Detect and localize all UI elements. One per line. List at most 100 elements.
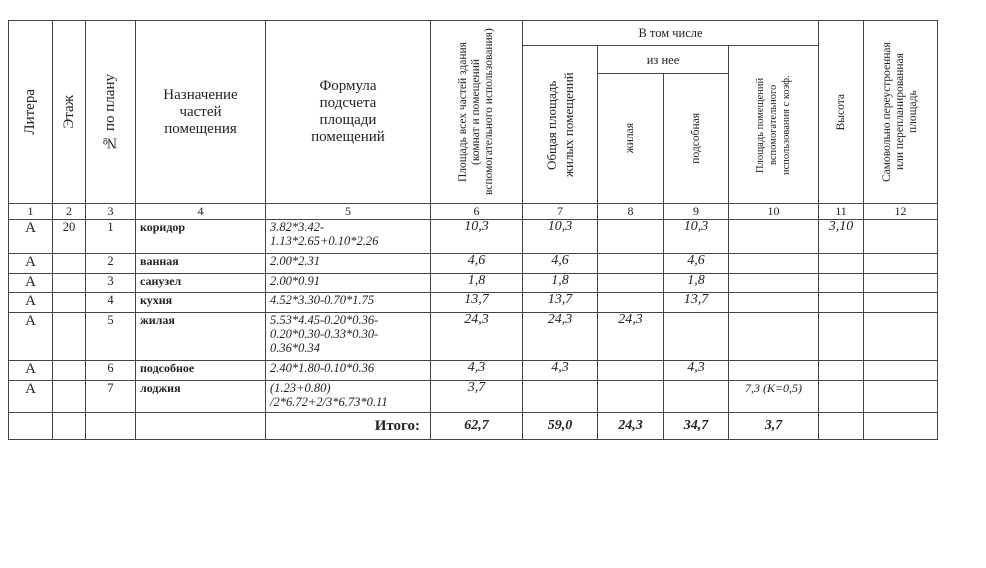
col-num: 6 [430, 203, 523, 220]
col-num: 7 [522, 203, 598, 220]
total-aux: 34,7 [663, 412, 729, 440]
cell-etazh [52, 312, 86, 361]
table-row: А 20 1 коридор 3.82*3.42-1.13*2.65+0.10*2.26… [8, 219, 938, 254]
cell-unauth [863, 273, 938, 293]
cell-formula: 4.52*3.30-0.70*1.75 [265, 292, 431, 313]
cell-living [597, 273, 664, 293]
cell-name: ванная [135, 253, 266, 274]
cell-aux [663, 312, 729, 361]
cell-unauth [863, 312, 938, 361]
cell-height [818, 273, 864, 293]
cell-litera: А [8, 292, 53, 313]
cell-litera: А [8, 253, 53, 274]
cell-height [818, 380, 864, 413]
cell-litera: А [8, 273, 53, 293]
cell-no: 2 [85, 253, 136, 274]
table-row: А 7 лоджия (1.23+0.80) /2*6.72+2/3*6.73*0.1… [8, 380, 938, 413]
header-litera: Литера [8, 20, 53, 204]
col-num: 2 [52, 203, 86, 220]
cell-litera: А [8, 360, 53, 381]
column-numbers-row: 1 2 3 4 5 6 7 8 9 10 11 12 [8, 203, 938, 220]
col-num: 8 [597, 203, 664, 220]
header-iz-nee: из нее [597, 45, 729, 74]
header-vysota: Высота [818, 20, 864, 204]
cell-no: 1 [85, 219, 136, 254]
header-naznachenie: Назначение частей помещения [135, 20, 266, 204]
cell-name: кухня [135, 292, 266, 313]
total-row: Итого: 62,7 59,0 24,3 34,7 3,7 [8, 412, 938, 440]
cell-height [818, 312, 864, 361]
cell-total-living: 4,6 [522, 253, 598, 274]
cell-total-living: 10,3 [522, 219, 598, 254]
cell-area: 13,7 [430, 292, 523, 313]
col-num: 10 [728, 203, 819, 220]
cell-formula: 5.53*4.45-0.20*0.36-0.20*0.30-0.33*0.30-… [265, 312, 431, 361]
cell-litera: А [8, 380, 53, 413]
cell-formula: 3.82*3.42-1.13*2.65+0.10*2.26 [265, 219, 431, 254]
col-num: 4 [135, 203, 266, 220]
room-area-table: Литера Этаж № по плану Назначение частей… [8, 20, 938, 440]
cell-etazh [52, 380, 86, 413]
header-nomer: № по плану [85, 20, 136, 204]
cell-aux: 10,3 [663, 219, 729, 254]
col-num: 11 [818, 203, 864, 220]
table-row: А 2 ванная 2.00*2.31 4,6 4,6 4,6 [8, 253, 938, 274]
cell-total-living: 13,7 [522, 292, 598, 313]
header-vspomogat: Площадь помещений вспомогательного испол… [728, 45, 819, 204]
cell-height [818, 360, 864, 381]
cell-name: лоджия [135, 380, 266, 413]
total-living: 24,3 [597, 412, 664, 440]
cell-height [818, 253, 864, 274]
header-zhilaya: жилая [597, 73, 664, 204]
cell-area: 4,6 [430, 253, 523, 274]
cell-formula: 2.40*1.80-0.10*0.36 [265, 360, 431, 381]
header-samovolno: Самовольно переустроенная или перепланир… [863, 20, 938, 204]
cell-balcony: 7,3 (K=0,5) [728, 380, 819, 413]
cell-no: 7 [85, 380, 136, 413]
col-num: 1 [8, 203, 53, 220]
cell-balcony [728, 360, 819, 381]
cell-litera: А [8, 312, 53, 361]
cell-etazh [52, 292, 86, 313]
cell-total-living [522, 380, 598, 413]
total-total-living: 59,0 [522, 412, 598, 440]
header-ploshchad-vseh: Площадь всех частей здания (комнат и пом… [430, 20, 523, 204]
cell-no: 3 [85, 273, 136, 293]
cell-etazh: 20 [52, 219, 86, 254]
table-row: А 6 подсобное 2.40*1.80-0.10*0.36 4,3 4,3 4,3 [8, 360, 938, 381]
table-row: А 5 жилая 5.53*4.45-0.20*0.36-0.20*0.30-0.3… [8, 312, 938, 361]
cell-no: 6 [85, 360, 136, 381]
cell-name: жилая [135, 312, 266, 361]
cell-litera: А [8, 219, 53, 254]
cell-formula: (1.23+0.80) /2*6.72+2/3*6.73*0.11 [265, 380, 431, 413]
cell-unauth [863, 360, 938, 381]
cell-living: 24,3 [597, 312, 664, 361]
header-formula: Формула подсчета площади помещений [265, 20, 431, 204]
cell-balcony [728, 219, 819, 254]
table-row: А 3 санузел 2.00*0.91 1,8 1,8 1,8 [8, 273, 938, 293]
col-num: 12 [863, 203, 938, 220]
header-etazh: Этаж [52, 20, 86, 204]
cell-unauth [863, 219, 938, 254]
col-num: 5 [265, 203, 431, 220]
cell-living [597, 253, 664, 274]
cell-living [597, 360, 664, 381]
cell-living [597, 219, 664, 254]
cell-total-living: 4,3 [522, 360, 598, 381]
cell-balcony [728, 273, 819, 293]
cell-no: 5 [85, 312, 136, 361]
cell-height [818, 292, 864, 313]
cell-name: коридор [135, 219, 266, 254]
table-row: А 4 кухня 4.52*3.30-0.70*1.75 13,7 13,7 13,7 [8, 292, 938, 313]
col-num: 9 [663, 203, 729, 220]
cell-total-living: 24,3 [522, 312, 598, 361]
cell-aux: 13,7 [663, 292, 729, 313]
cell-aux: 1,8 [663, 273, 729, 293]
cell-aux: 4,6 [663, 253, 729, 274]
header-v-tom-chisle: В том числе [522, 20, 819, 46]
cell-unauth [863, 380, 938, 413]
cell-living [597, 292, 664, 313]
cell-balcony [728, 292, 819, 313]
cell-etazh [52, 273, 86, 293]
cell-aux [663, 380, 729, 413]
